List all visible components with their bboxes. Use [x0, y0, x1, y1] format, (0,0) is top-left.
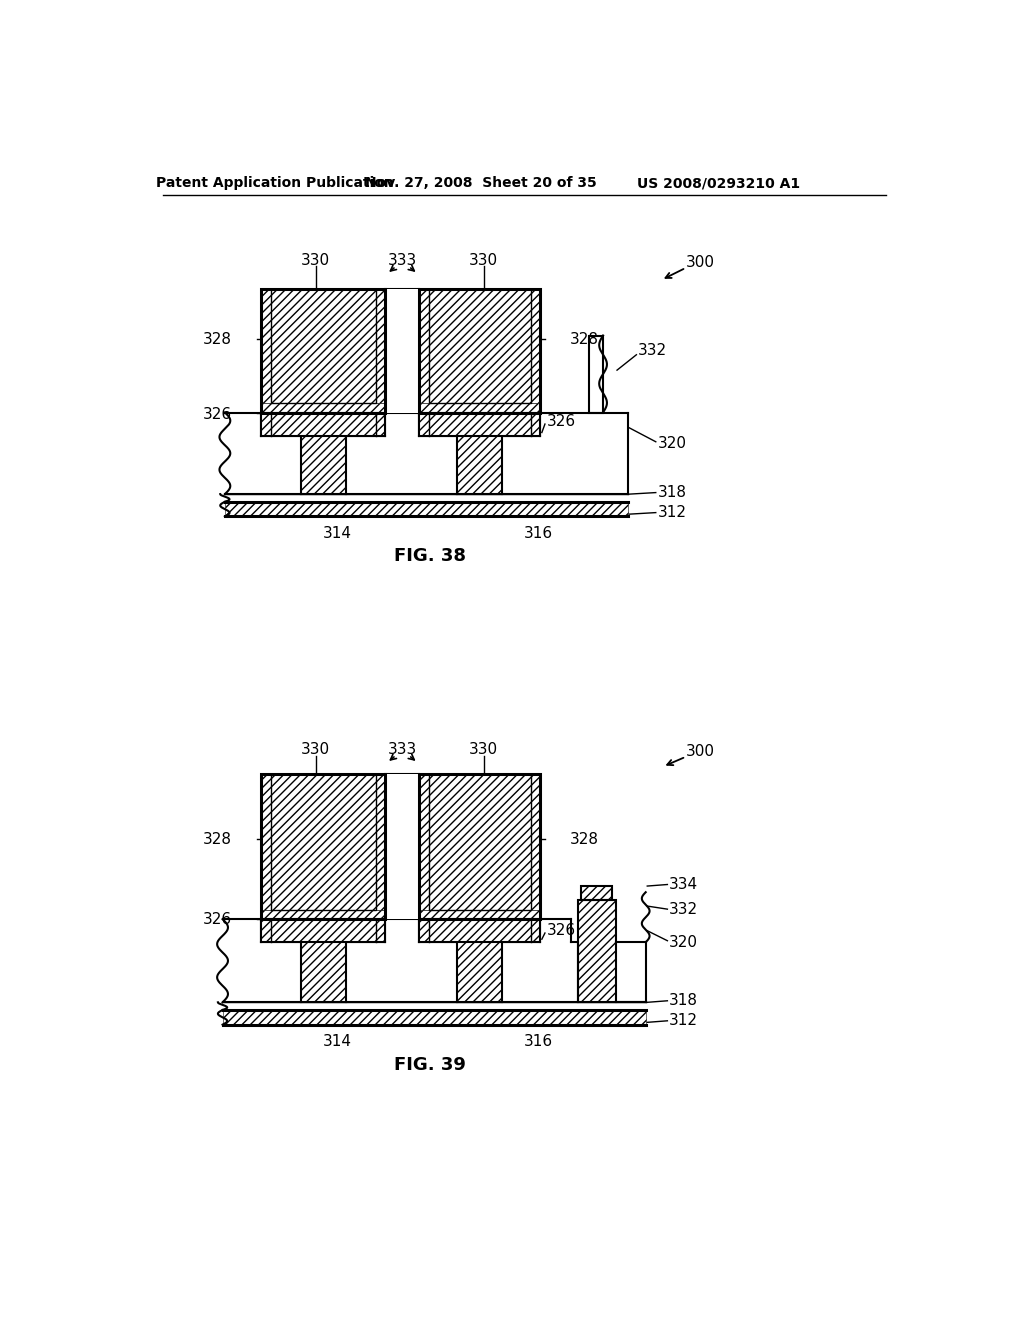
Bar: [261, 404, 385, 412]
Text: 316: 316: [524, 1034, 553, 1049]
Text: 300: 300: [686, 255, 715, 269]
Text: 312: 312: [657, 506, 686, 520]
Bar: [261, 775, 385, 919]
Bar: [420, 289, 541, 412]
Text: 326: 326: [203, 912, 231, 927]
Text: 330: 330: [301, 742, 330, 758]
Bar: [270, 289, 376, 404]
Bar: [261, 775, 270, 909]
Bar: [541, 413, 628, 494]
Text: 318: 318: [657, 484, 686, 500]
Text: 318: 318: [669, 993, 698, 1008]
Bar: [301, 436, 346, 494]
Bar: [429, 775, 531, 909]
Bar: [458, 436, 503, 494]
Bar: [225, 502, 628, 516]
Text: 334: 334: [669, 876, 698, 892]
Bar: [270, 775, 376, 909]
Text: Patent Application Publication: Patent Application Publication: [157, 176, 394, 190]
Bar: [420, 775, 429, 909]
Bar: [578, 900, 616, 1002]
Bar: [458, 942, 503, 1002]
Text: US 2008/0293210 A1: US 2008/0293210 A1: [637, 176, 800, 190]
Text: 316: 316: [524, 525, 553, 541]
Text: 330: 330: [469, 252, 499, 268]
Bar: [270, 289, 376, 404]
Text: 326: 326: [203, 407, 231, 421]
Text: 328: 328: [569, 832, 599, 846]
Text: 312: 312: [669, 1014, 698, 1028]
Bar: [578, 900, 616, 1002]
Text: 333: 333: [388, 252, 417, 268]
Bar: [385, 289, 420, 412]
Bar: [589, 335, 603, 412]
Text: 328: 328: [569, 331, 599, 347]
Text: 320: 320: [669, 935, 698, 950]
Text: 328: 328: [203, 832, 231, 846]
Bar: [222, 1010, 646, 1024]
Bar: [531, 775, 541, 909]
Text: 330: 330: [301, 252, 330, 268]
Bar: [582, 886, 612, 900]
Text: 330: 330: [469, 742, 499, 758]
Text: 300: 300: [686, 743, 715, 759]
Bar: [261, 909, 385, 919]
Text: 332: 332: [638, 343, 667, 359]
Text: 320: 320: [657, 436, 686, 451]
Text: 333: 333: [388, 742, 417, 758]
Bar: [270, 775, 376, 909]
Bar: [420, 413, 541, 436]
Text: 314: 314: [323, 1034, 352, 1049]
Bar: [420, 909, 541, 919]
Text: 328: 328: [203, 331, 231, 347]
Bar: [420, 289, 429, 404]
Bar: [429, 289, 531, 404]
Bar: [261, 919, 385, 942]
Bar: [261, 436, 541, 494]
Bar: [385, 775, 420, 919]
Bar: [420, 919, 541, 942]
Text: FIG. 39: FIG. 39: [394, 1056, 466, 1073]
Bar: [261, 919, 385, 942]
Bar: [420, 919, 541, 942]
Text: 326: 326: [547, 923, 575, 939]
Text: 314: 314: [323, 525, 352, 541]
Bar: [261, 413, 385, 436]
Text: 326: 326: [547, 414, 575, 429]
Bar: [261, 289, 385, 412]
Bar: [582, 886, 612, 900]
Bar: [301, 942, 346, 1002]
Bar: [429, 289, 531, 404]
Bar: [225, 413, 261, 494]
Bar: [420, 404, 541, 412]
Bar: [420, 413, 541, 436]
Bar: [429, 775, 531, 909]
Bar: [261, 413, 385, 436]
Text: 332: 332: [669, 902, 698, 916]
Bar: [531, 289, 541, 404]
Bar: [376, 775, 385, 909]
Text: Nov. 27, 2008  Sheet 20 of 35: Nov. 27, 2008 Sheet 20 of 35: [365, 176, 597, 190]
Bar: [376, 289, 385, 404]
Text: FIG. 38: FIG. 38: [394, 548, 466, 565]
Bar: [261, 289, 270, 404]
Bar: [420, 775, 541, 919]
